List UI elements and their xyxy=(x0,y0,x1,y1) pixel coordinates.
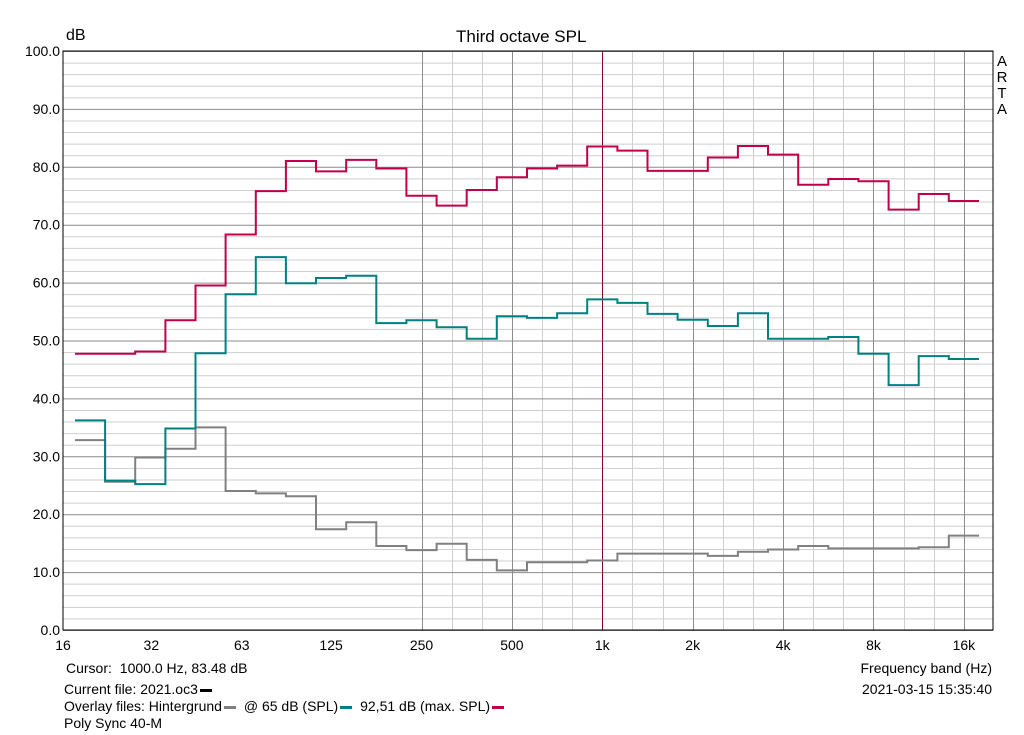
current-file-swatch xyxy=(199,688,212,692)
x-tick-label: 63 xyxy=(234,637,250,653)
overlay-swatch-3 xyxy=(492,705,505,709)
cursor-label: Cursor: xyxy=(66,660,112,676)
x-tick-label: 125 xyxy=(319,637,343,653)
series-line-3 xyxy=(75,145,979,355)
current-file-label: Current file: 2021.oc3 xyxy=(64,681,198,697)
chart-title: Third octave SPL xyxy=(456,27,587,46)
y-tick-label: 100.0 xyxy=(25,43,60,59)
y-tick-label: 0.0 xyxy=(41,622,61,638)
series-line-1 xyxy=(75,426,979,572)
x-tick-label: 250 xyxy=(410,637,434,653)
brand-letter: R xyxy=(997,69,1008,86)
y-tick-label: 70.0 xyxy=(33,217,60,233)
overlay-label-3: 92,51 dB (max. SPL) xyxy=(360,698,491,714)
y-tick-label: 30.0 xyxy=(33,448,60,464)
x-tick-label: 8k xyxy=(866,637,882,653)
x-tick-label: 4k xyxy=(776,637,792,653)
overlay-swatch-2 xyxy=(340,705,353,709)
x-tick-label: 32 xyxy=(144,637,160,653)
overlay-label-1: Overlay files: Hintergrund xyxy=(64,698,222,714)
brand-letter: T xyxy=(997,85,1006,102)
y-tick-label: 40.0 xyxy=(33,390,60,406)
x-tick-label: 500 xyxy=(500,637,524,653)
x-tick-label: 16 xyxy=(55,637,71,653)
series-group xyxy=(75,145,979,572)
brand-letter: A xyxy=(997,101,1007,118)
cursor-value: 1000.0 Hz, 83.48 dB xyxy=(119,660,248,676)
device-name: Poly Sync 40-M xyxy=(64,715,163,731)
y-tick-label: 50.0 xyxy=(33,333,60,349)
timestamp: 2021-03-15 15:35:40 xyxy=(862,681,992,697)
series-line-2 xyxy=(75,256,979,486)
x-tick-label: 1k xyxy=(595,637,611,653)
x-tick-label: 2k xyxy=(685,637,701,653)
overlay-swatch-1 xyxy=(223,705,236,709)
current-file: Current file: 2021.oc3 xyxy=(64,681,212,697)
y-tick-label: 60.0 xyxy=(33,275,60,291)
y-tick-label: 80.0 xyxy=(33,159,60,175)
brand-letter: A xyxy=(997,53,1007,70)
cursor-readout: Cursor: 1000.0 Hz, 83.48 dB xyxy=(66,660,247,676)
y-tick-label: 20.0 xyxy=(33,506,60,522)
y-axis-label: dB xyxy=(66,27,86,44)
overlay-label-2: @ 65 dB (SPL) xyxy=(243,698,339,714)
x-tick-label: 16k xyxy=(953,637,977,653)
x-axis-label: Frequency band (Hz) xyxy=(860,660,992,676)
y-tick-label: 10.0 xyxy=(33,564,60,580)
x-tick-labels: 16 32 63 125 250 500 1k 2k 4k 8k 16k xyxy=(55,637,976,653)
y-tick-labels: 0.0 10.0 20.0 30.0 40.0 50.0 60.0 70.0 80.0 90.0 1… xyxy=(25,43,60,638)
overlay-files: Overlay files: Hintergrund @ 65 dB (SPL)… xyxy=(64,698,505,714)
plot-frame xyxy=(62,50,994,631)
y-tick-label: 90.0 xyxy=(33,101,60,117)
